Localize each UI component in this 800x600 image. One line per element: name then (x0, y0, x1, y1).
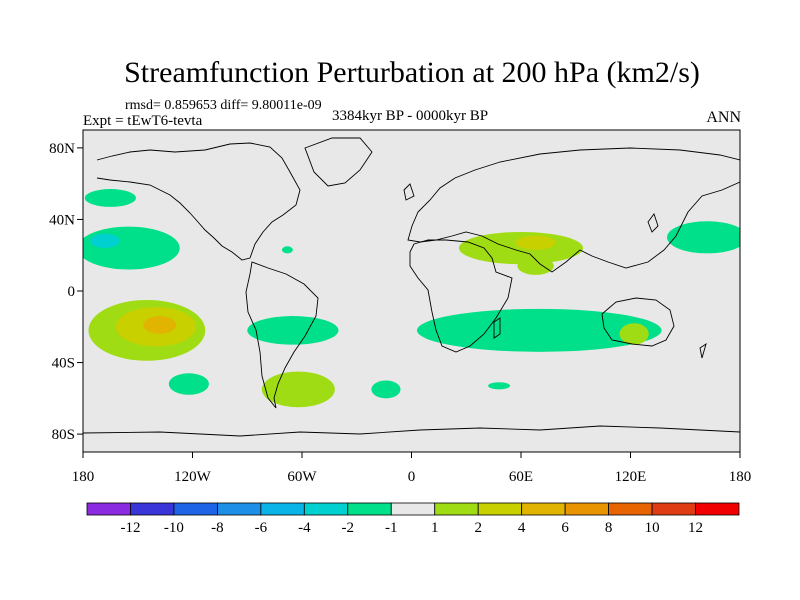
y-tick-label: 40N (49, 212, 75, 228)
anomaly-region-6 (247, 316, 339, 345)
anomaly-region-7 (261, 371, 335, 408)
stats-label: rmsd= 0.859653 diff= 9.80011e-09 (125, 98, 322, 113)
anomaly-region-17 (667, 221, 740, 254)
coastline-greenland (304, 137, 373, 187)
colorbar-label: 8 (605, 520, 613, 536)
anomaly-layer (83, 189, 740, 408)
colorbar-label: -10 (164, 520, 184, 536)
x-tick-label: 180 (729, 469, 752, 485)
y-tick-label: 80S (52, 427, 75, 443)
coastline-africa (409, 239, 513, 353)
anomaly-region-15 (488, 382, 511, 390)
map-background (83, 130, 740, 452)
colorbar-swatch (477, 502, 523, 516)
colorbar-swatch (564, 502, 610, 516)
experiment-label: Expt = tEwT6-tevta (83, 113, 203, 129)
colorbar-swatch (173, 502, 218, 516)
x-tick-label: 120E (615, 469, 647, 485)
anomaly-region-5 (143, 316, 177, 334)
colorbar-swatch (216, 502, 262, 516)
y-tick-label: 80N (49, 141, 75, 157)
x-tick-label: 60E (509, 469, 533, 485)
colorbar-swatch (86, 502, 131, 516)
coastline-north-america (96, 142, 301, 261)
colorbar-swatch (608, 502, 653, 516)
colorbar-swatch (521, 502, 566, 516)
colorbar-label: -8 (211, 520, 224, 536)
x-tick-label: 60W (287, 469, 317, 485)
coastline-uk (403, 183, 415, 201)
anomaly-region-12 (458, 231, 584, 265)
colorbar-label: 4 (518, 520, 526, 536)
colorbar-label: -4 (298, 520, 311, 536)
colorbar-swatch (347, 502, 392, 516)
coastline-eurasia (407, 147, 740, 273)
anomaly-region-11 (416, 308, 662, 352)
x-tick-label: 0 (408, 469, 416, 485)
coastlines (83, 137, 740, 437)
coastline-south-america (245, 261, 319, 409)
coastline-japan (647, 213, 659, 233)
season-label: ANN (706, 109, 741, 126)
colorbar-label: 12 (688, 520, 703, 536)
anomaly-region-9 (371, 380, 401, 399)
colorbar-swatch (390, 502, 436, 516)
colorbar-label: 6 (561, 520, 569, 536)
y-tick-label: 40S (52, 356, 75, 372)
colorbar-swatch (695, 502, 740, 516)
anomaly-region-1 (83, 226, 180, 270)
period-label: 3384kyr BP - 0000kyr BP (332, 108, 488, 124)
y-tick-label: 0 (68, 284, 76, 300)
x-axis-ticks: 180 120W 60W 0 60E 120E 180 (72, 452, 752, 485)
anomaly-region-16 (619, 323, 649, 345)
coastline-australia (601, 297, 675, 347)
anomaly-region-14 (515, 235, 556, 250)
x-tick-label: 180 (72, 469, 95, 485)
colorbar-label: 10 (645, 520, 660, 536)
colorbar-label: 2 (474, 520, 482, 536)
colorbar-label: -6 (255, 520, 268, 536)
colorbar-label: 1 (431, 520, 439, 536)
colorbar: -12 -10 -8 -6 -4 -2 -1 1 2 4 6 8 10 12 (86, 502, 740, 536)
x-tick-label: 120W (174, 469, 212, 485)
anomaly-region-2 (90, 233, 120, 249)
colorbar-swatch (303, 502, 349, 516)
colorbar-swatch (651, 502, 696, 516)
coastline-madagascar (493, 317, 501, 339)
colorbar-swatch (434, 502, 479, 516)
colorbar-swatch (130, 502, 175, 516)
anomaly-region-0 (84, 189, 136, 207)
anomaly-region-13 (517, 257, 554, 275)
y-axis-ticks: 80N 40N 0 40S 80S (49, 141, 83, 443)
chart-title: Streamfunction Perturbation at 200 hPa (… (124, 56, 700, 89)
colorbar-label: -12 (120, 520, 140, 536)
colorbar-label: -1 (385, 520, 398, 536)
anomaly-region-8 (168, 373, 209, 395)
coastline-new-zealand (699, 342, 707, 359)
coastline-antarctica (83, 425, 740, 437)
colorbar-swatch (260, 502, 305, 516)
anomaly-region-10 (281, 246, 293, 254)
colorbar-label: -2 (342, 520, 355, 536)
